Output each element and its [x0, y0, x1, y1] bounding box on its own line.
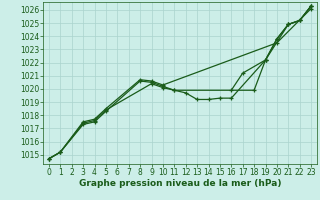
- X-axis label: Graphe pression niveau de la mer (hPa): Graphe pression niveau de la mer (hPa): [79, 179, 281, 188]
